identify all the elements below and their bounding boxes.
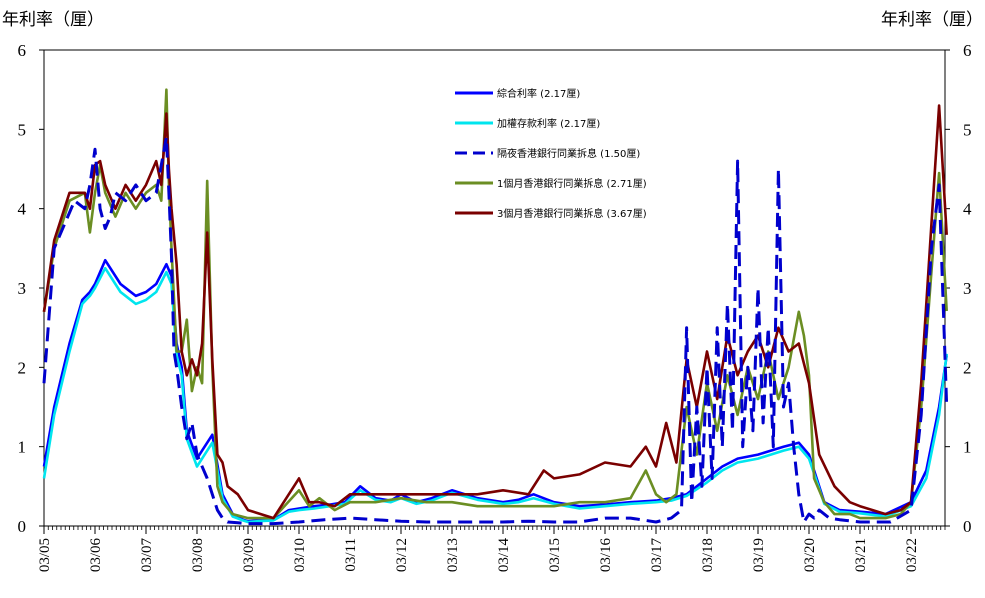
series-line-2	[42, 135, 949, 526]
x-tick-label: 03/12	[394, 538, 410, 572]
legend-label-1: 加權存款利率 (2.17厘)	[497, 117, 600, 130]
x-tick-label: 03/20	[802, 538, 818, 572]
y-axis-label-right: 年利率（厘）	[881, 10, 983, 30]
legend-label-4: 3個月香港銀行同業拆息 (3.67厘)	[497, 207, 647, 220]
x-tick-label: 03/21	[853, 538, 869, 572]
y-tick-label-right: 1	[963, 438, 972, 457]
series-line-3	[42, 88, 948, 520]
y-tick-label-left: 2	[18, 358, 27, 377]
legend-label-3: 1個月香港銀行同業拆息 (2.71厘)	[497, 177, 647, 190]
y-tick-label-left: 3	[18, 279, 27, 298]
x-tick-label: 03/10	[292, 538, 308, 572]
x-tick-label: 03/22	[904, 538, 920, 572]
y-axis-label-left: 年利率（厘）	[2, 10, 104, 30]
axes: 0 0 1 1 2 2 3 3 4 4 5 5 6 6 03/05 03/06 03/07 03/08 03/09 0…	[18, 41, 973, 572]
y-tick-label-right: 4	[963, 200, 972, 219]
y-tick-label-left: 0	[18, 517, 27, 536]
legend: 綜合利率 (2.17厘) 加權存款利率 (2.17厘) 隔夜香港銀行同業拆息 (1.…	[455, 87, 647, 220]
y-tick-label-right: 2	[963, 358, 972, 377]
x-tick-label: 03/05	[37, 538, 53, 572]
y-tick-label-left: 6	[18, 41, 27, 60]
legend-label-0: 綜合利率 (2.17厘)	[497, 87, 580, 100]
y-tick-label-right: 0	[963, 517, 972, 536]
x-tick-label: 03/19	[751, 538, 767, 572]
series-line-1	[42, 266, 948, 524]
y-tick-label-left: 1	[18, 438, 27, 457]
x-tick-label: 03/18	[700, 538, 716, 572]
x-tick-label: 03/07	[139, 538, 155, 573]
x-tick-label: 03/11	[343, 538, 359, 572]
y-tick-label-left: 4	[18, 200, 27, 219]
y-tick-label-right: 3	[963, 279, 972, 298]
y-tick-label-right: 5	[963, 120, 972, 139]
x-tick-label: 03/16	[598, 538, 614, 573]
legend-label-2: 隔夜香港銀行同業拆息 (1.50厘)	[497, 147, 640, 160]
x-tick-label: 03/08	[190, 538, 206, 572]
x-tick-label: 03/06	[88, 538, 104, 573]
x-tick-label: 03/14	[496, 538, 512, 573]
series-layer	[42, 88, 949, 526]
series-line-4	[42, 104, 948, 520]
x-tick-label: 03/09	[241, 538, 257, 572]
y-tick-label-left: 5	[18, 120, 27, 139]
series-line-0	[42, 258, 948, 523]
x-tick-label: 03/13	[445, 538, 461, 572]
y-tick-label-right: 6	[963, 41, 972, 60]
x-tick-label: 03/15	[547, 538, 563, 572]
x-tick-label: 03/17	[649, 538, 665, 573]
